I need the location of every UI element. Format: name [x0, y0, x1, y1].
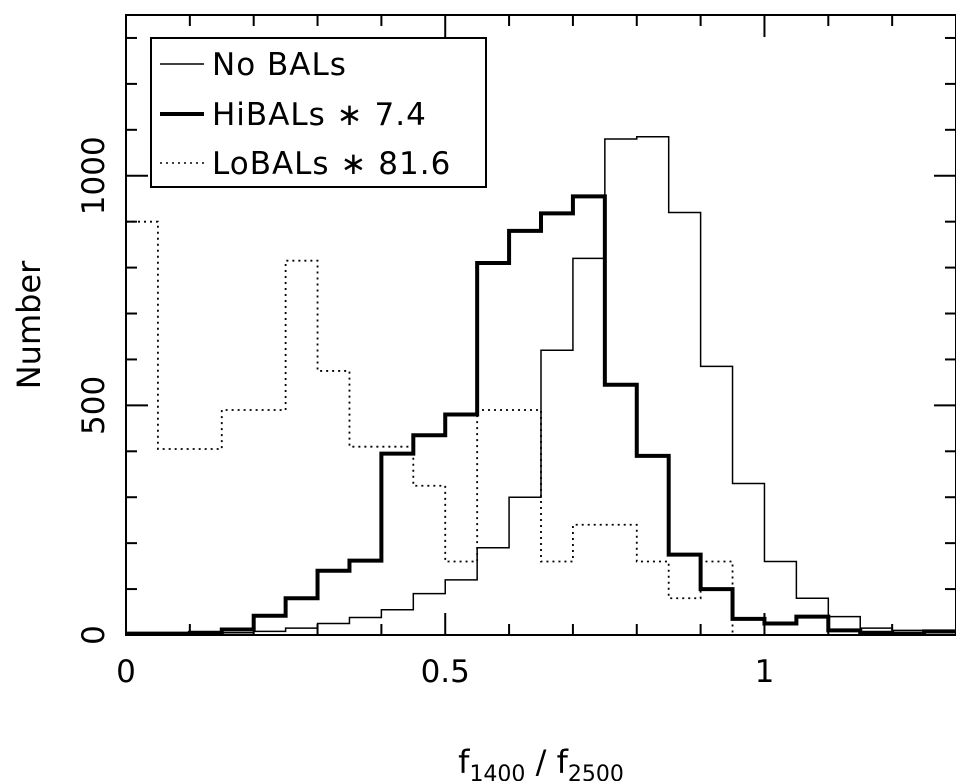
series-0 — [126, 135, 956, 635]
y-tick-labels: 0 500 1000 — [76, 136, 112, 645]
legend: No BALs HiBALs ∗ 7.4 LoBALs ∗ 81.6 — [150, 37, 487, 188]
legend-box — [150, 37, 487, 188]
legend-label-lobals: LoBALs ∗ 81.6 — [212, 146, 451, 182]
series-line-0 — [126, 135, 956, 635]
series-line-1 — [126, 194, 956, 636]
legend-label-hibals: HiBALs ∗ 7.4 — [212, 97, 427, 133]
legend-label-no-bals: No BALs — [212, 47, 347, 83]
x-axis-title-sep: / — [525, 743, 556, 781]
x-axis-title-sub2: 2500 — [568, 762, 624, 781]
x-axis-title: f1400 / f2500 — [458, 743, 624, 781]
series-line-2 — [126, 220, 956, 636]
y-tick-label-0: 0 — [76, 625, 112, 645]
x-tick-label-1: 0.5 — [421, 654, 470, 690]
series-2 — [126, 220, 956, 636]
y-tick-label-1: 500 — [76, 376, 112, 435]
x-tick-labels: 0 0.5 1 — [116, 654, 774, 690]
y-tick-label-2: 1000 — [76, 136, 112, 215]
x-axis-title-base2: f — [557, 743, 569, 781]
plot-frame — [125, 14, 956, 636]
series-1 — [126, 194, 956, 636]
x-axis-title-base1: f — [458, 743, 470, 781]
y-axis-title: Number — [10, 260, 48, 389]
x-tick-label-0: 0 — [116, 654, 136, 690]
series-layer — [126, 135, 956, 636]
x-tick-label-2: 1 — [755, 654, 775, 690]
x-axis-title-sub1: 1400 — [469, 762, 525, 781]
